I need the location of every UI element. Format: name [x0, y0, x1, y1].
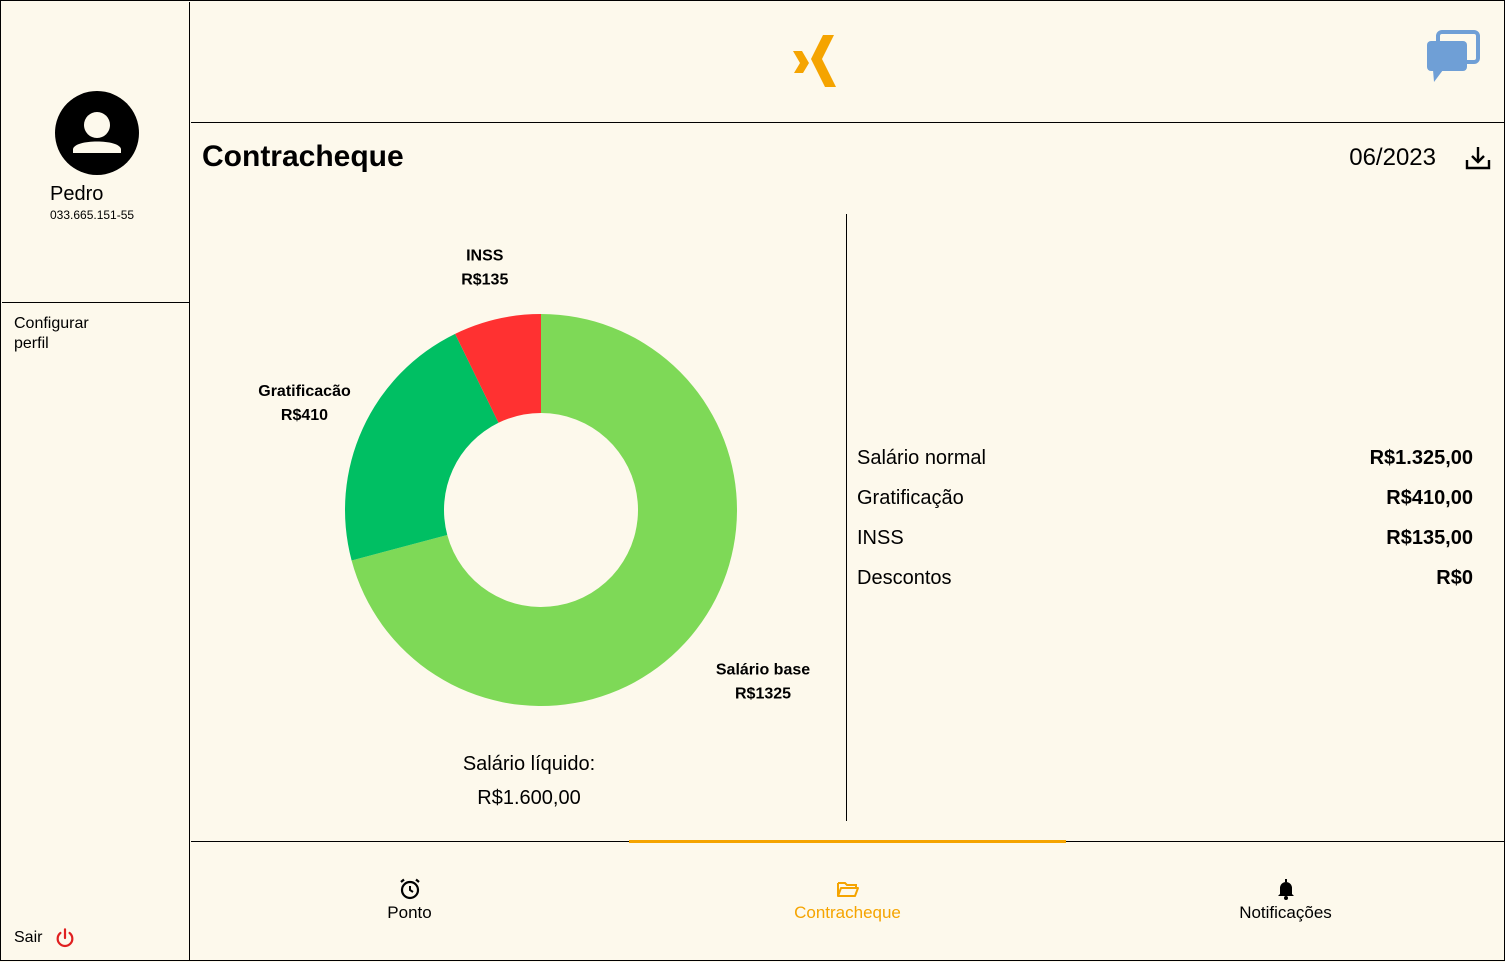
slice-label: INSS: [466, 247, 504, 264]
power-icon: [57, 928, 74, 948]
detail-label: INSS: [857, 527, 904, 549]
nav-tab-label: Notificações: [1239, 903, 1332, 922]
detail-label: Descontos: [857, 567, 952, 589]
detail-row: Gratificação R$410,00: [857, 484, 1473, 524]
detail-label: Salário normal: [857, 447, 986, 469]
user-cpf: 033.665.151-55: [50, 208, 135, 222]
nav-tab-notificaes[interactable]: Notificações: [1067, 877, 1504, 923]
profile-panel: Pedro 033.665.151-55: [2, 2, 190, 303]
donut-slice: [455, 314, 541, 423]
detail-row: Salário normal R$1.325,00: [857, 444, 1473, 484]
slice-value-label: R$1325: [735, 686, 791, 703]
content-divider: [846, 214, 847, 821]
detail-row: INSS R$135,00: [857, 524, 1473, 564]
logout-button[interactable]: Sair: [14, 927, 76, 949]
page-title: Contracheque: [202, 140, 404, 173]
alarm-clock-icon: [399, 878, 420, 900]
salary-donut-chart: Salário base R$1325 Gratificacão R$410 INSS R…: [258, 247, 810, 706]
chat-bubbles-icon[interactable]: [1426, 30, 1480, 84]
nav-tab-ponto[interactable]: Ponto: [191, 877, 628, 923]
configure-profile-link[interactable]: Configurar perfil: [14, 315, 89, 352]
bottom-navigation: Ponto Contracheque Notificações: [191, 840, 1504, 962]
bell-icon: [1277, 879, 1294, 900]
period-selector[interactable]: 06/2023: [1349, 144, 1436, 171]
detail-row: Descontos R$0: [857, 564, 1473, 604]
active-tab-indicator: [629, 840, 1066, 843]
slice-label: Salário base: [716, 662, 810, 679]
nav-tab-contracheque[interactable]: Contracheque: [629, 877, 1066, 923]
detail-value: R$1.325,00: [1369, 447, 1473, 469]
detail-label: Gratificação: [857, 487, 964, 509]
salary-details: Salário normal R$1.325,00 Gratificação R$41…: [857, 444, 1473, 604]
folder-open-icon: [836, 882, 859, 897]
net-salary-value: R$1.600,00: [477, 787, 581, 809]
sidebar: Pedro 033.665.151-55 Configurar perfil S…: [2, 2, 190, 960]
donut-slice: [344, 333, 499, 561]
donut-slice: [351, 314, 737, 706]
user-name: Pedro: [50, 183, 104, 205]
user-avatar-icon[interactable]: [55, 91, 139, 175]
slice-label: Gratificacão: [258, 383, 351, 400]
detail-value: R$0: [1436, 567, 1473, 589]
nav-tab-label: Ponto: [387, 903, 432, 922]
slice-value-label: R$410: [281, 407, 328, 424]
nav-tab-label: Contracheque: [794, 903, 901, 922]
net-salary-label: Salário líquido:: [462, 753, 596, 775]
logout-label: Sair: [14, 929, 43, 946]
detail-value: R$410,00: [1386, 487, 1473, 509]
slice-value-label: R$135: [461, 271, 508, 288]
xing-logo-icon[interactable]: [793, 35, 839, 89]
detail-value: R$135,00: [1386, 527, 1473, 549]
download-icon[interactable]: [1464, 144, 1492, 172]
top-header: [191, 2, 1504, 123]
